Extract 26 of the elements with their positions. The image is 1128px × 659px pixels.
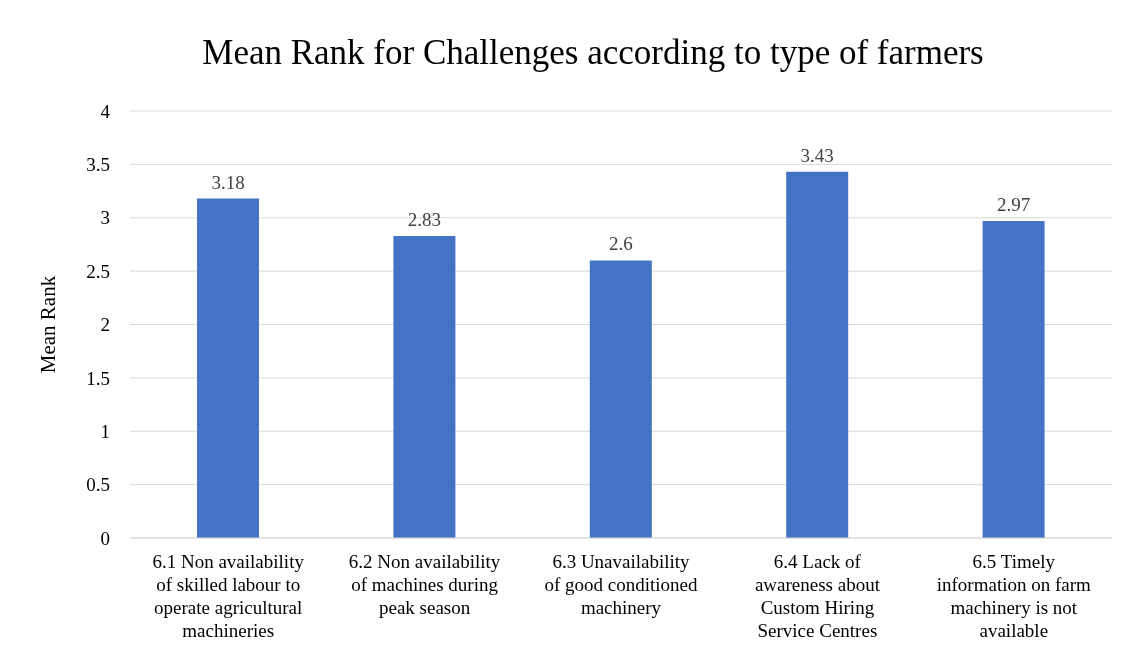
data-label: 2.83 [407, 208, 442, 230]
y-tick-label: 2 [100, 314, 110, 336]
bar [786, 171, 849, 538]
y-axis-title: Mean Rank [36, 275, 61, 374]
x-tick-label: 6.2 Non availability of machines during peak season [348, 551, 501, 618]
bar [982, 220, 1045, 538]
x-tick-label: 6.3 Unavailability of good conditioned machinery [544, 551, 699, 618]
y-tick-label: 4 [100, 100, 111, 122]
bar [589, 260, 652, 538]
bar [197, 198, 259, 538]
bar [393, 235, 456, 538]
chart-title: Mean Rank for Challenges according to type of farmers [201, 32, 985, 74]
y-tick-label: 3.5 [86, 154, 110, 176]
data-label: 3.43 [800, 144, 834, 166]
y-tick-label: 1 [100, 420, 110, 442]
x-tick-label: 6.4 Lack of awareness about Custom Hiring Service Centres [754, 551, 881, 641]
data-label: 3.18 [211, 171, 245, 193]
x-tick-label: 6.1 Non availability of skilled labour to operate agricultural machineries [152, 551, 305, 641]
y-tick-label: 1.5 [86, 367, 110, 389]
data-label: 2.97 [996, 193, 1031, 215]
data-label: 2.6 [608, 233, 633, 255]
y-tick-label: 0 [100, 527, 110, 549]
y-tick-label: 2.5 [86, 260, 110, 282]
x-tick-label: 6.5 Timely information on farm machinery is not available [936, 551, 1092, 641]
y-tick-label: 0.5 [86, 474, 110, 496]
y-tick-label: 3 [100, 207, 110, 229]
